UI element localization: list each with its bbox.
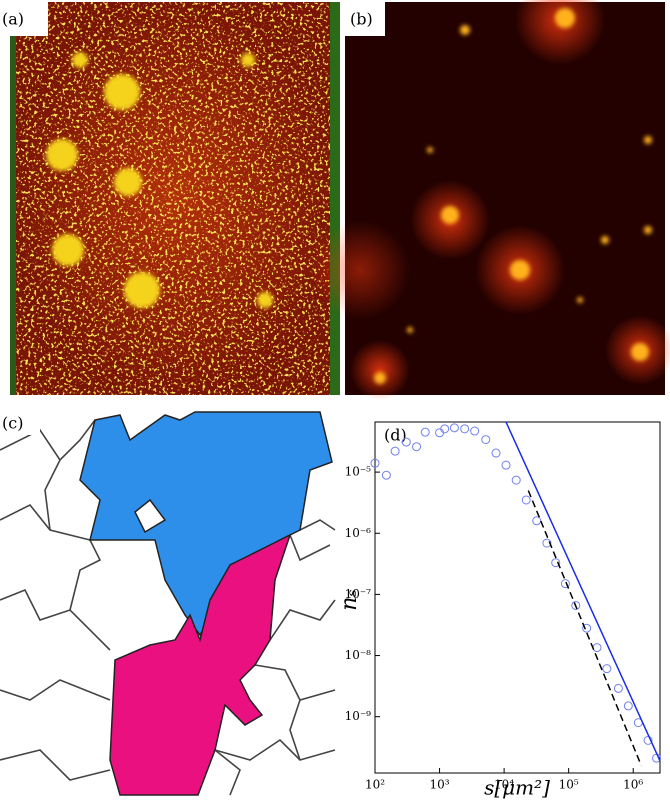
y-tick-label: 10⁻⁸ bbox=[345, 648, 372, 662]
fit-line bbox=[528, 491, 641, 766]
data-point bbox=[624, 702, 632, 710]
x-tick-label: 10³ bbox=[430, 778, 450, 792]
x-tick-label: 10² bbox=[365, 778, 385, 792]
data-point bbox=[382, 471, 390, 479]
data-point bbox=[593, 644, 601, 652]
plot-frame bbox=[375, 422, 660, 773]
data-point bbox=[614, 684, 622, 692]
data-point bbox=[391, 447, 399, 455]
panel-label: (a) bbox=[2, 10, 24, 29]
data-point bbox=[436, 429, 444, 437]
data-point bbox=[461, 425, 469, 433]
data-point bbox=[522, 496, 530, 504]
y-tick-label: 10⁻⁷ bbox=[345, 587, 372, 601]
x-tick-label: 10⁶ bbox=[623, 778, 643, 792]
panel-label: (b) bbox=[350, 10, 373, 29]
data-point bbox=[533, 517, 541, 525]
panel-c bbox=[0, 405, 335, 795]
x-tick-label: 10⁵ bbox=[559, 778, 579, 792]
data-point bbox=[603, 665, 611, 673]
y-tick-label: 10⁻⁶ bbox=[345, 526, 372, 540]
data-point bbox=[413, 443, 421, 451]
y-tick-label: 10⁻⁵ bbox=[345, 465, 372, 479]
panel-b bbox=[310, 0, 670, 400]
panel-a bbox=[0, 0, 340, 395]
data-point bbox=[492, 449, 500, 457]
data-point bbox=[482, 436, 490, 444]
panel-label: (d) bbox=[384, 426, 407, 445]
data-point bbox=[441, 425, 449, 433]
data-point bbox=[512, 476, 520, 484]
data-point bbox=[421, 428, 429, 436]
figure: (a) (b) (c) (d) s[μm²] nₛ 10²10³10⁴10⁵10… bbox=[0, 0, 670, 802]
y-tick-label: 10⁻⁹ bbox=[345, 709, 372, 723]
fit-line bbox=[506, 422, 660, 761]
panel-label: (c) bbox=[2, 414, 23, 433]
data-point bbox=[471, 427, 479, 435]
data-point bbox=[450, 424, 458, 432]
data-point bbox=[502, 461, 510, 469]
x-tick-label: 10⁴ bbox=[494, 778, 514, 792]
